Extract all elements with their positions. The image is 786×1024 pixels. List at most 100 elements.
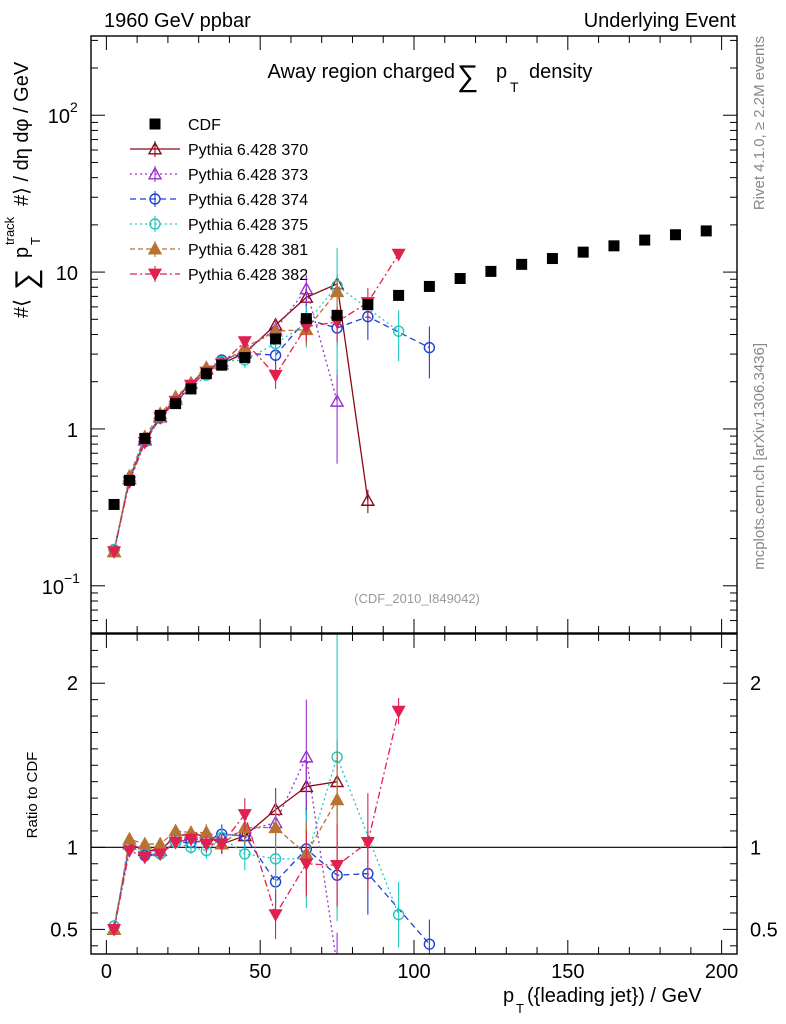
ratio-point xyxy=(122,845,137,858)
data-point xyxy=(392,325,405,337)
ylabel-b: #⟩ / dη dφ / GeV xyxy=(11,61,33,206)
legend-marker xyxy=(147,241,163,255)
cdf-data-point xyxy=(185,383,197,395)
data-point xyxy=(268,369,283,383)
y-tick-label: 10 xyxy=(56,263,78,285)
cdf-data-point xyxy=(362,299,374,311)
legend-marker xyxy=(149,193,161,205)
main-panel xyxy=(106,225,712,559)
cdf-data-point xyxy=(123,474,135,486)
ratio-panel xyxy=(91,634,737,970)
ylabel-sum: ∑ xyxy=(10,269,43,290)
title-prefix: Away region charged xyxy=(267,61,455,83)
y-tick-exponent: −1 xyxy=(64,570,80,586)
xlabel-sub: T xyxy=(516,1001,524,1016)
legend-label: Pythia 6.428 381 xyxy=(188,242,308,259)
legend-entry: Pythia 6.428 370 xyxy=(130,141,308,159)
data-point xyxy=(391,248,406,262)
series-line xyxy=(113,253,400,552)
ratio-point xyxy=(423,938,436,950)
data-point xyxy=(299,281,314,295)
cdf-data-point xyxy=(608,240,620,252)
data-point xyxy=(107,546,122,559)
ratio-point xyxy=(137,836,153,850)
legend-marker xyxy=(149,118,161,130)
series-382-ratio xyxy=(107,698,406,940)
ratio-line xyxy=(113,755,400,927)
ylabel-a: #⟨ xyxy=(11,299,33,318)
legend-marker xyxy=(147,166,163,180)
legend-label: Pythia 6.428 373 xyxy=(188,167,308,184)
ratio-point xyxy=(137,851,152,865)
title-suffix: density xyxy=(529,61,592,83)
xlabel-rest: ({leading jet}) / GeV xyxy=(527,985,702,1007)
cdf-data-point xyxy=(108,498,120,510)
mcplots-text: mcplots.cern.ch [arXiv:1306.3436] xyxy=(751,343,768,570)
legend-label: Pythia 6.428 375 xyxy=(188,217,308,234)
y-tick-label: 10 xyxy=(48,106,70,128)
ratio-point xyxy=(239,848,251,860)
legend-label: Pythia 6.428 382 xyxy=(188,267,308,284)
ratio-point xyxy=(199,838,214,852)
x-tick-label: 0 xyxy=(101,961,112,983)
cdf-data-point xyxy=(516,258,528,270)
cdf-data-point xyxy=(423,280,435,292)
ratio-point xyxy=(331,959,343,970)
legend-label: Pythia 6.428 374 xyxy=(188,192,308,209)
ylabel-sup: track xyxy=(2,216,17,245)
cdf-data-point xyxy=(546,253,558,265)
cdf-data-point xyxy=(393,289,405,301)
legend-entry: Pythia 6.428 375 xyxy=(130,216,308,234)
ratio-point xyxy=(269,853,282,865)
cdf-data-point xyxy=(154,409,166,421)
cdf-data-point xyxy=(577,246,589,258)
x-tick-label: 200 xyxy=(705,961,738,983)
series-382-main xyxy=(107,248,406,559)
ylabel-sub: T xyxy=(28,237,43,245)
data-point xyxy=(329,284,345,298)
ratio-point xyxy=(329,792,345,806)
ylabel-p: p xyxy=(11,247,33,258)
ratio-point xyxy=(299,858,314,871)
legend-entry: Pythia 6.428 373 xyxy=(130,166,308,184)
ratio-tick-label-right: 0.5 xyxy=(750,919,778,941)
ratio-point xyxy=(330,859,345,873)
legend-entry: Pythia 6.428 381 xyxy=(130,241,308,259)
header-left: 1960 GeV ppbar xyxy=(104,10,251,32)
ratio-line xyxy=(113,710,400,930)
cdf-data-point xyxy=(139,432,151,444)
ratio-plot-area xyxy=(91,634,737,970)
ratio-tick-label-left: 2 xyxy=(67,673,78,695)
ratio-tick-label-right: 2 xyxy=(750,673,761,695)
cdf-data-point xyxy=(669,229,681,241)
ratio-point xyxy=(214,838,229,852)
ratio-point xyxy=(183,833,198,847)
cdf-data-point xyxy=(485,265,497,277)
legend-marker xyxy=(147,141,163,155)
legend-marker xyxy=(149,218,161,230)
ratio-tick-label-left: 1 xyxy=(67,837,78,859)
cdf-data-point xyxy=(170,398,182,410)
ratio-point xyxy=(268,820,283,834)
legend-marker xyxy=(147,268,163,282)
header-right: Underlying Event xyxy=(584,10,737,32)
cdf-data-point xyxy=(200,368,212,380)
y-tick-label: 1 xyxy=(67,420,78,442)
legend-label: CDF xyxy=(188,117,221,134)
ratio-point xyxy=(360,837,375,850)
ratio-point xyxy=(237,809,252,822)
cdf-data-point xyxy=(700,225,712,237)
ratio-point xyxy=(299,749,314,763)
ratio-point xyxy=(168,823,183,837)
data-point xyxy=(329,393,345,407)
cdf-data-point xyxy=(639,234,651,246)
ratio-point xyxy=(391,705,406,719)
title-sum: ∑ xyxy=(457,60,478,93)
cdf-data-point xyxy=(270,333,282,345)
ratio-tick-label-left: 0.5 xyxy=(50,919,78,941)
y-tick-exponent: 2 xyxy=(70,99,78,115)
series-375-main xyxy=(108,248,405,556)
cdf-data-point xyxy=(300,313,312,325)
